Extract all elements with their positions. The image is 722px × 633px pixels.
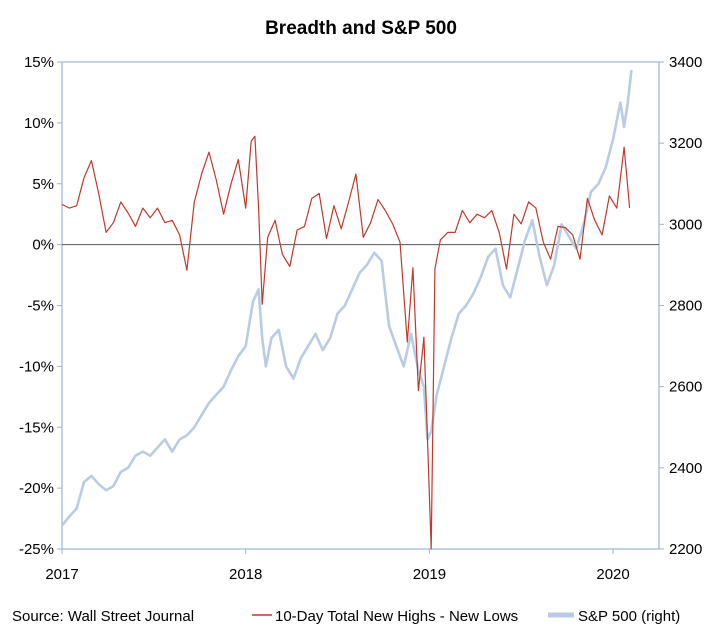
y-left-tick-label: 15% (24, 54, 54, 71)
x-tick-label: 2020 (596, 566, 629, 583)
y-left-tick-label: -20% (19, 480, 54, 497)
y-left-tick-label: -10% (19, 358, 54, 375)
y-left-tick-label: -25% (19, 541, 54, 558)
chart-title: Breadth and S&P 500 (265, 18, 457, 39)
y-right-tick-label: 2600 (669, 379, 702, 396)
legend: 10-Day Total New Highs - New Lows S&P 50… (252, 608, 680, 625)
y-left-tick-label: 10% (24, 115, 54, 132)
series-line-spx (60, 69, 633, 527)
y-right-tick-label: 2200 (669, 541, 702, 558)
legend-label-spx: S&P 500 (right) (578, 608, 680, 625)
y-left-tick-label: -15% (19, 419, 54, 436)
y-right-tick-label: 3000 (669, 216, 702, 233)
x-tick-label: 2018 (229, 566, 262, 583)
y-right-tick-label: 3400 (669, 54, 702, 71)
series-layer (60, 69, 633, 550)
x-tick-label: 2019 (413, 566, 446, 583)
y-left-tick-label: 5% (32, 176, 54, 193)
y-right-tick-label: 2800 (669, 298, 702, 315)
y-right-tick-label: 3200 (669, 135, 702, 152)
legend-label-breadth: 10-Day Total New Highs - New Lows (275, 608, 518, 625)
y-left-tick-label: 0% (32, 237, 54, 254)
y-left-tick-label: -5% (27, 298, 54, 315)
y-axis-right: 3400 3200 3000 2800 2600 2400 2200 (659, 54, 702, 558)
plot-area-frame (61, 61, 660, 550)
series-line-breadth (61, 135, 631, 550)
x-axis: 2017 2018 2019 2020 (45, 549, 630, 583)
y-axis-left: 15% 10% 5% 0% -5% -10% -15% -20% -25% (19, 54, 62, 558)
x-tick-label: 2017 (45, 566, 78, 583)
source-note: Source: Wall Street Journal (12, 608, 194, 625)
y-right-tick-label: 2400 (669, 460, 702, 477)
